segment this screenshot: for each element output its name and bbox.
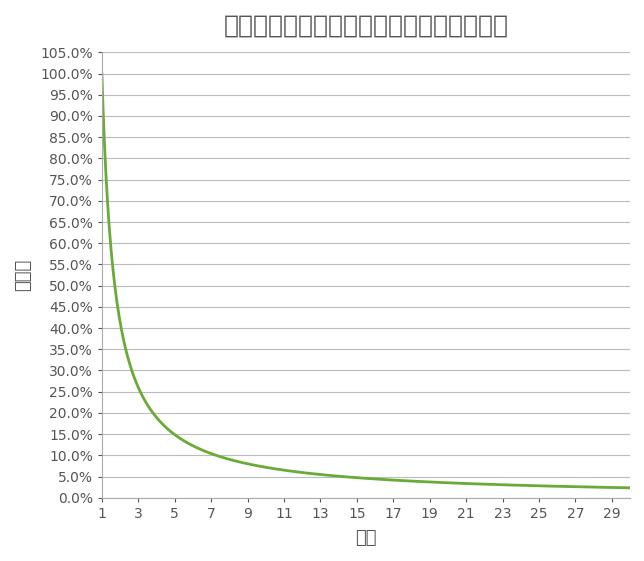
Title: 金融資産を２倍にするときの年数と利回り: 金融資産を２倍にするときの年数と利回り [223,14,509,38]
X-axis label: 年数: 年数 [355,529,377,547]
Y-axis label: 利回り: 利回り [14,259,32,291]
